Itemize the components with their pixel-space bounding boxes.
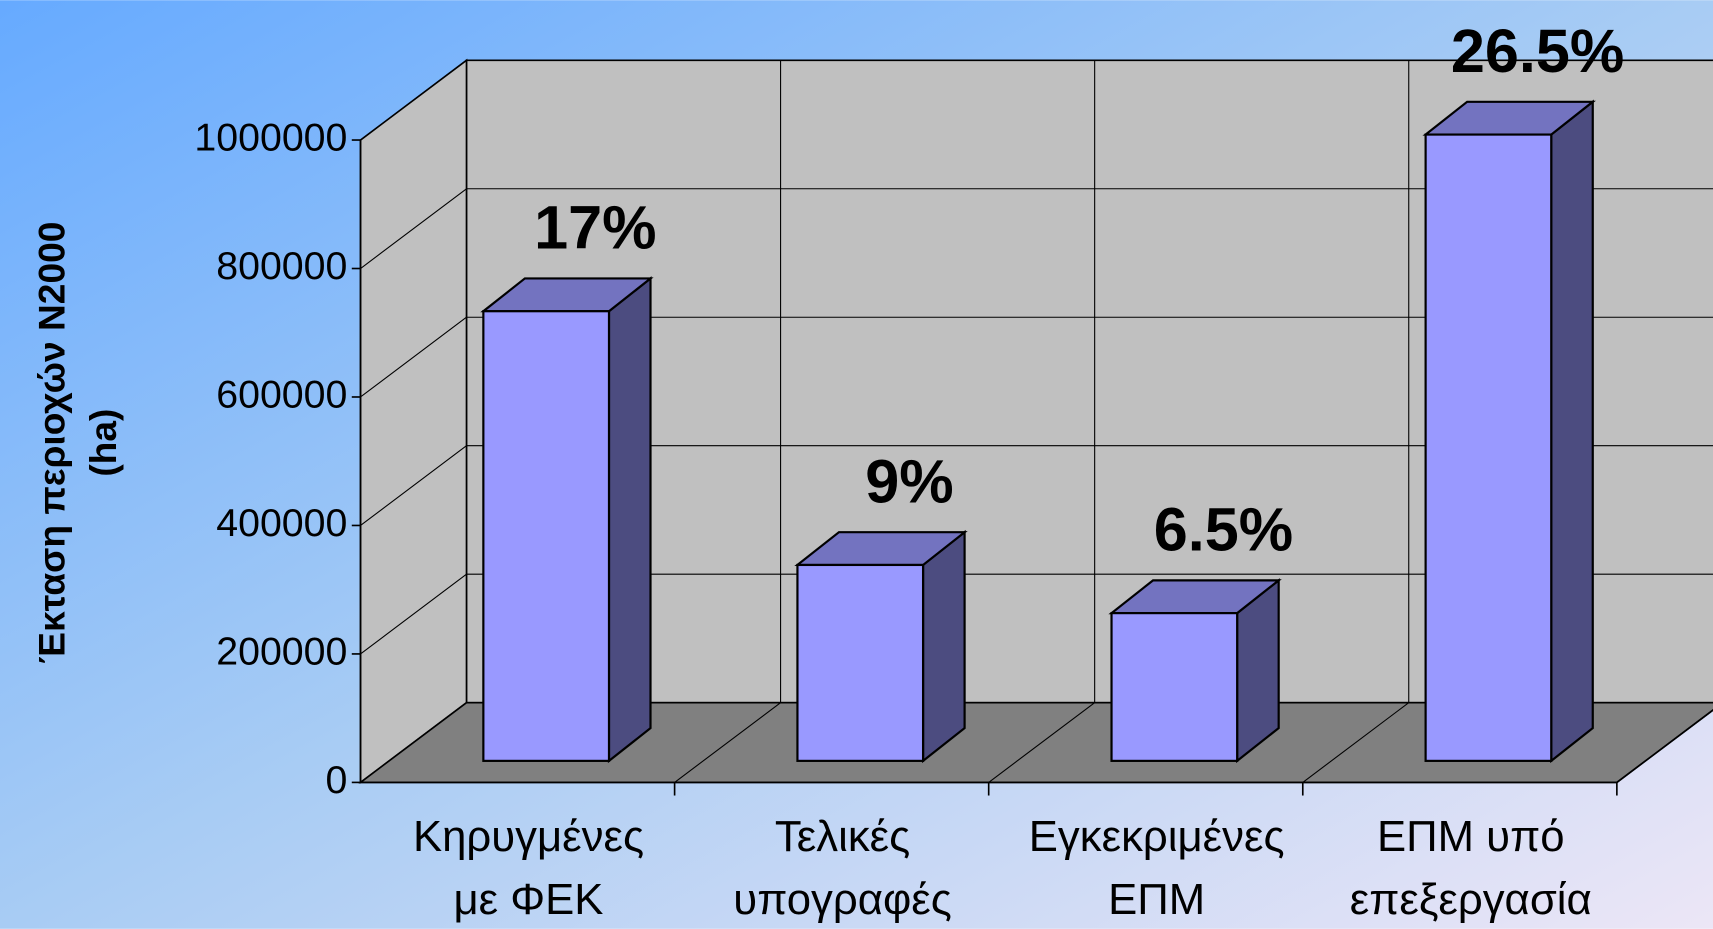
bar-front [482,310,611,762]
floor-line [1302,702,1410,783]
x-tick-label: υπογραφές [733,875,952,924]
x-tick-label: Εγκεκριμένες [1029,812,1285,861]
grid-line [360,316,467,398]
x-tick-label: ΕΠΜ υπό [1377,812,1565,861]
bar-front [1424,133,1553,762]
floor-edge [1616,709,1713,784]
annotation: 26.5% [1451,17,1624,85]
bar [794,529,968,764]
annotation: 6.5% [1154,496,1293,564]
y-axis-title-line: (ha) [82,409,124,477]
floor-line [988,702,1095,783]
grid-line [360,188,467,269]
bar [1422,99,1596,764]
y-tick-label: 400000 [216,501,347,545]
y-tick-label: 600000 [216,372,347,416]
x-tick-label: επεξεργασία [1350,875,1592,924]
side-wall [359,58,468,785]
y-axis-title-line: Έκταση περιοχών N2000 [30,222,72,664]
grid-line [360,573,467,655]
x-tick-label: ΕΠΜ [1108,875,1205,924]
bar-front [1110,612,1239,762]
floor-line [674,702,781,783]
grid-line [360,445,467,526]
x-tick-label: με ΦΕΚ [454,875,604,924]
bar [480,276,654,764]
bar-side [607,276,652,764]
bar-front [796,563,925,762]
y-tick-label: 800000 [216,244,347,288]
x-tick-label: Κηρυγμένες [413,812,644,861]
annotation: 9% [865,447,953,515]
grid-line [360,59,467,141]
y-tick-label: 200000 [216,629,347,673]
y-tick-label: 0 [326,758,348,802]
y-axis-title: Έκταση περιοχών N2000 (ha) [30,222,123,664]
bar-side [921,529,966,764]
bar-side [1550,99,1594,764]
bar [1108,578,1282,764]
annotation: 17% [534,194,656,262]
y-tick-label: 1000000 [194,115,347,159]
x-tick-label: Τελικές [775,812,910,861]
